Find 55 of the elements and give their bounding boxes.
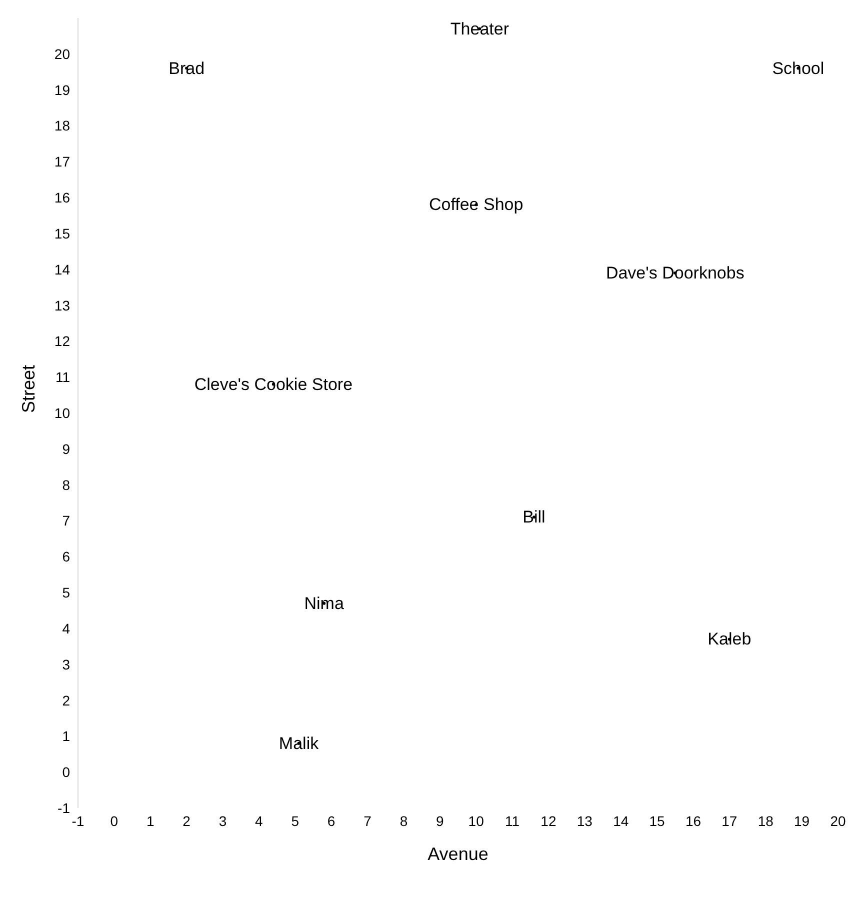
x-tick-label: 5	[291, 812, 300, 829]
y-tick-label: 15	[54, 225, 70, 242]
x-tick-label: 14	[613, 812, 629, 829]
x-tick-label: 0	[110, 812, 118, 829]
x-tick-label: 15	[649, 812, 666, 829]
y-tick-label: 4	[62, 620, 70, 636]
y-tick-label: 12	[54, 333, 70, 350]
y-tick-label: 9	[62, 440, 70, 457]
x-tick-label: 13	[576, 812, 593, 829]
y-axis-title: Street	[18, 364, 38, 413]
y-tick-label: 3	[62, 656, 70, 672]
y-tick-label: 13	[54, 297, 70, 314]
series-label: Malik	[278, 734, 320, 753]
x-tick-label: 16	[685, 812, 702, 829]
x-tick-label: 7	[364, 812, 372, 829]
x-tick-label: 12	[540, 812, 556, 829]
x-tick-label: 4	[255, 812, 264, 829]
series-label: Brad	[168, 58, 205, 78]
series-label: Bill	[522, 508, 546, 527]
x-tick-label: 8	[400, 812, 408, 829]
y-tick-label: 7	[62, 512, 70, 529]
series-label: School	[772, 58, 824, 78]
x-tick-label: 17	[722, 812, 738, 829]
y-tick-label: 2	[62, 692, 70, 708]
y-tick-label: 19	[54, 82, 70, 98]
x-tick-label: 3	[218, 812, 227, 829]
x-tick-label: 19	[794, 812, 810, 829]
y-tick-label: -1	[58, 800, 70, 816]
y-tick-label: 5	[62, 584, 70, 601]
series-label: Dave's Doorknobs	[606, 263, 744, 282]
series-label: Nima	[304, 594, 344, 613]
y-tick-label: 10	[54, 405, 70, 421]
y-tick-label: 16	[54, 190, 70, 206]
y-tick-label: 1	[62, 728, 70, 744]
series-label: Kaleb	[708, 630, 752, 649]
x-tick-label: 18	[758, 812, 774, 829]
y-tick-label: 14	[54, 261, 70, 278]
x-tick-label: 6	[327, 812, 336, 829]
y-tick-label: 8	[62, 476, 70, 493]
x-axis-title: Avenue	[428, 844, 488, 864]
y-tick-label: 20	[54, 46, 70, 62]
y-tick-label: 17	[54, 154, 70, 170]
series-label: Theater	[450, 19, 510, 38]
x-tick-label: 9	[436, 812, 444, 829]
y-tick-label: 11	[55, 369, 70, 386]
y-tick-label: 0	[62, 764, 70, 780]
x-tick-label: 2	[182, 812, 191, 829]
x-tick-label: 10	[468, 812, 484, 829]
x-tick-label: 20	[830, 812, 846, 829]
x-tick-label: 1	[146, 812, 154, 829]
series-label: Coffee Shop	[428, 195, 524, 214]
series-label: Cleve's Cookie Store	[194, 374, 353, 394]
y-tick-label: 6	[62, 548, 70, 565]
x-tick-label: 11	[505, 812, 520, 829]
y-tick-label: 18	[54, 118, 70, 134]
